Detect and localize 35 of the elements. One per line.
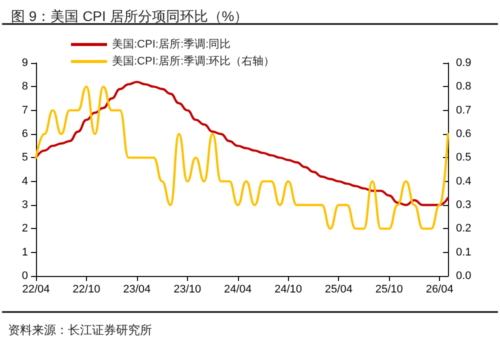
y-tick-label: 9 xyxy=(22,57,28,69)
chart-title: 图 9：美国 CPI 居所分项同环比（%） xyxy=(11,8,248,24)
x-tick-label: 23/04 xyxy=(123,284,151,296)
y2-tick-label: 0.0 xyxy=(456,270,472,282)
y2-tick-label: 0.1 xyxy=(456,246,472,258)
x-tick-label: 22/10 xyxy=(72,284,100,296)
x-tick-label: 23/10 xyxy=(174,284,202,296)
y-tick-label: 4 xyxy=(22,175,28,188)
y2-tick-label: 0.2 xyxy=(456,222,472,235)
y-tick-label: 1 xyxy=(22,246,28,258)
legend-label: 美国:CPI:居所:季调:同比 xyxy=(112,38,231,50)
y2-tick-label: 0.7 xyxy=(456,104,472,116)
legend-label: 美国:CPI:居所:季调:环比（右轴） xyxy=(112,54,275,68)
y-tick-label: 0 xyxy=(22,270,28,282)
x-tick-label: 25/10 xyxy=(375,284,403,296)
y-tick-label: 8 xyxy=(22,80,28,93)
x-tick-label: 24/10 xyxy=(274,284,302,296)
y-tick-label: 3 xyxy=(22,199,28,211)
line-series xyxy=(34,80,450,206)
y-tick-label: 5 xyxy=(22,152,28,164)
y-tick-label: 2 xyxy=(22,222,28,235)
y-tick-label: 7 xyxy=(22,104,28,116)
y2-tick-label: 0.5 xyxy=(456,152,472,164)
x-tick-label: 24/04 xyxy=(224,284,252,296)
y2-tick-label: 0.9 xyxy=(456,57,472,69)
y2-tick-label: 0.8 xyxy=(456,80,472,93)
x-tick-label: 25/04 xyxy=(324,284,352,296)
y2-tick-label: 0.3 xyxy=(456,199,472,211)
y2-tick-label: 0.6 xyxy=(456,128,472,140)
text: 资料来源：长江证券研究所 xyxy=(8,323,152,337)
y-tick-label: 6 xyxy=(22,128,28,140)
line-series xyxy=(34,86,450,230)
y2-tick-label: 0.4 xyxy=(456,175,472,188)
x-tick-label: 26/04 xyxy=(426,284,454,296)
x-tick-label: 22/04 xyxy=(22,284,50,296)
